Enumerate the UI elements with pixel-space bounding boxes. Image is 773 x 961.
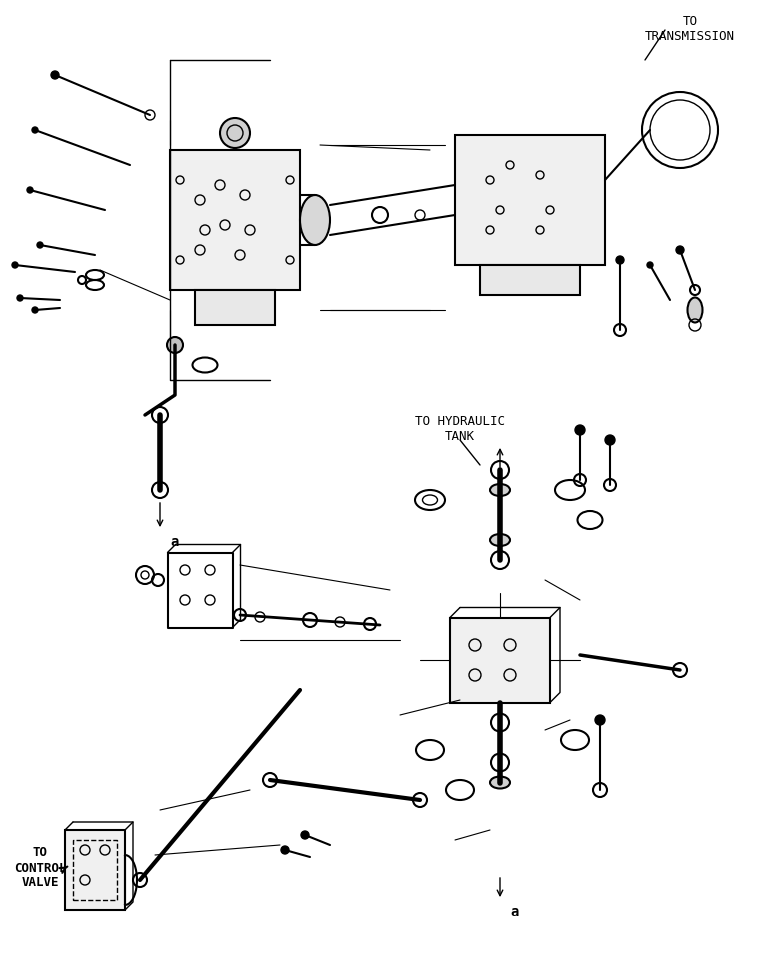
Circle shape bbox=[647, 262, 653, 268]
Circle shape bbox=[37, 242, 43, 248]
Circle shape bbox=[32, 127, 38, 133]
Text: TO
CONTROL
VALVE: TO CONTROL VALVE bbox=[14, 847, 66, 890]
Text: TO HYDRAULIC
TANK: TO HYDRAULIC TANK bbox=[415, 415, 505, 443]
Circle shape bbox=[605, 435, 615, 445]
FancyBboxPatch shape bbox=[480, 265, 580, 295]
Text: TO
TRANSMISSION: TO TRANSMISSION bbox=[645, 15, 735, 43]
FancyBboxPatch shape bbox=[455, 135, 605, 265]
Circle shape bbox=[595, 715, 605, 725]
Ellipse shape bbox=[490, 484, 510, 496]
FancyBboxPatch shape bbox=[170, 150, 300, 290]
Circle shape bbox=[575, 425, 585, 435]
Ellipse shape bbox=[687, 298, 703, 323]
Circle shape bbox=[32, 307, 38, 313]
Circle shape bbox=[220, 118, 250, 148]
Circle shape bbox=[281, 846, 289, 854]
FancyBboxPatch shape bbox=[65, 830, 125, 910]
Bar bbox=[73, 840, 117, 900]
Circle shape bbox=[17, 295, 23, 301]
Circle shape bbox=[167, 337, 183, 353]
Text: a: a bbox=[170, 535, 179, 549]
Circle shape bbox=[51, 71, 59, 79]
FancyBboxPatch shape bbox=[195, 290, 275, 325]
Circle shape bbox=[27, 187, 33, 193]
Circle shape bbox=[12, 262, 18, 268]
Circle shape bbox=[676, 246, 684, 254]
Ellipse shape bbox=[300, 195, 330, 245]
FancyBboxPatch shape bbox=[450, 618, 550, 702]
Ellipse shape bbox=[490, 776, 510, 788]
Text: a: a bbox=[510, 905, 519, 919]
Ellipse shape bbox=[490, 534, 510, 546]
Circle shape bbox=[616, 256, 624, 264]
Circle shape bbox=[301, 831, 309, 839]
